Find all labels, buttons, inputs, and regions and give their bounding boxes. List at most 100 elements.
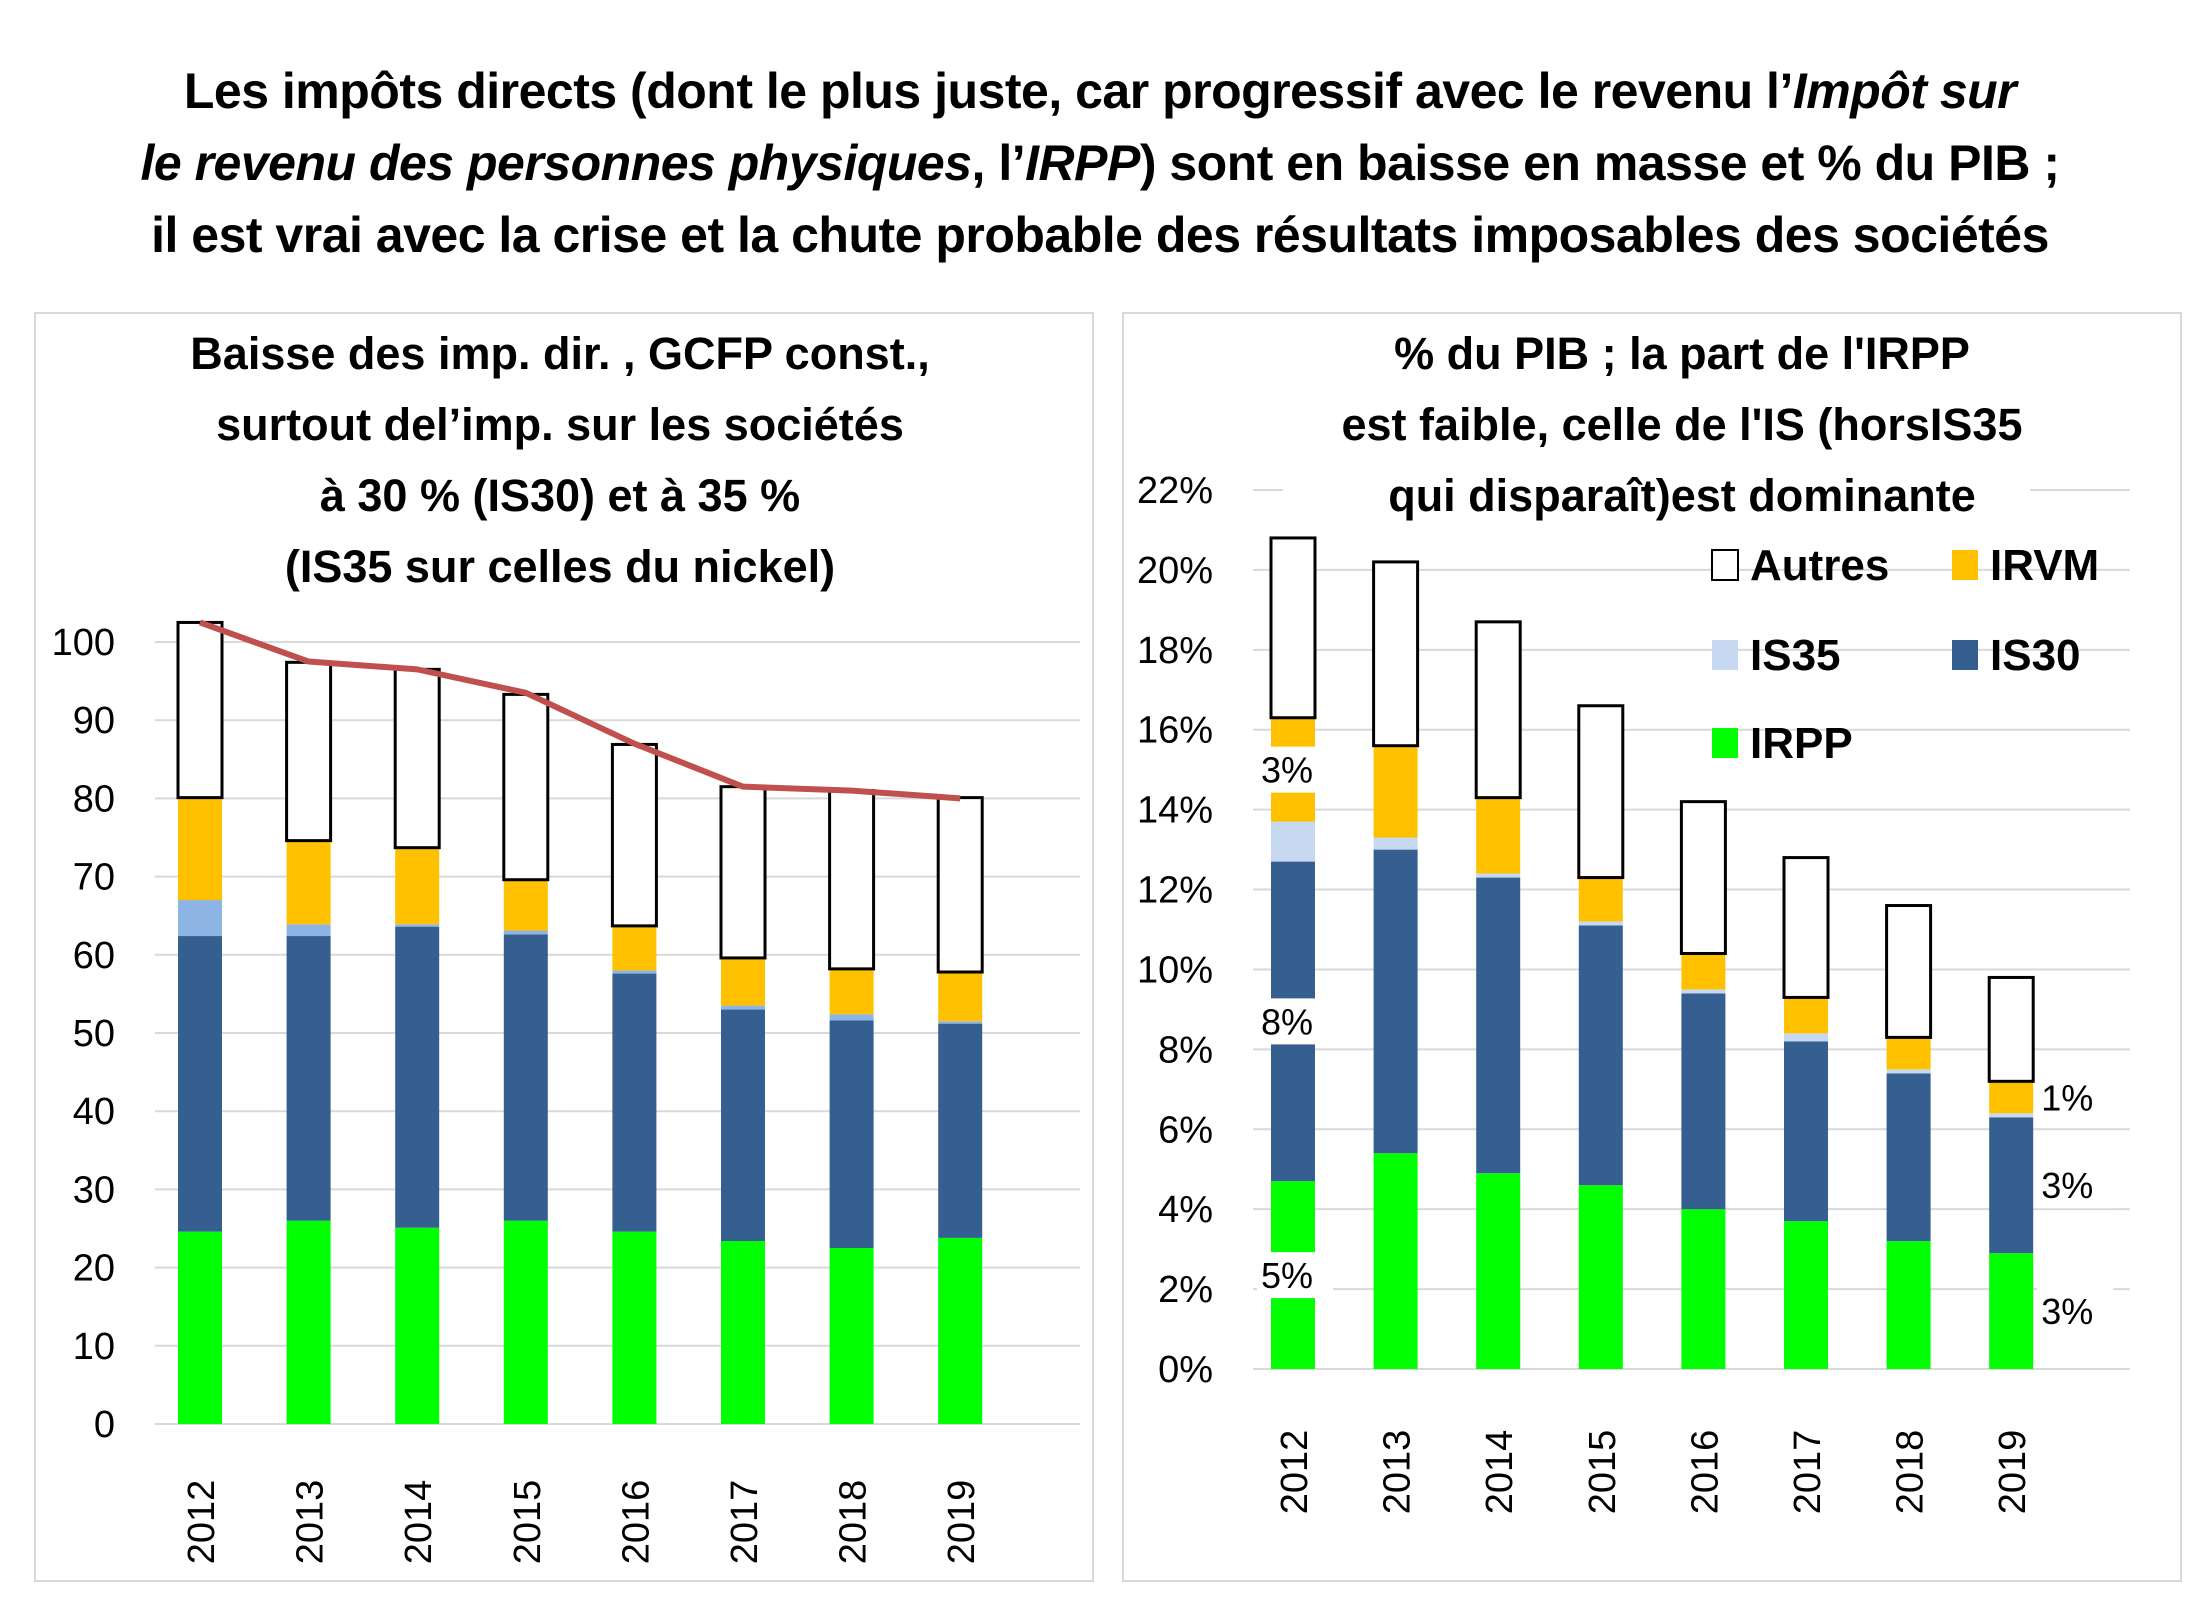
left-bar-autres-2017 <box>719 785 767 960</box>
left-bar-is30-2013 <box>286 936 331 1221</box>
left-bar-irpp-2019 <box>938 1237 983 1424</box>
right-x-tick-label: 2012 <box>1274 1430 1316 1515</box>
right-data-label: 3% <box>1261 750 1313 791</box>
right-bar-is30-2019 <box>1989 1117 2034 1254</box>
right-title-line: % du PIB ; la part de l'IRPP <box>1394 328 1970 379</box>
right-bar-irpp-2015 <box>1578 1185 1623 1369</box>
right-bar-autres-2014 <box>1474 620 1522 800</box>
left-bar-irvm-2013 <box>286 840 331 925</box>
left-bar-irpp-2012 <box>178 1231 222 1424</box>
left-bar-irvm-2014 <box>395 847 440 925</box>
right-x-tick-label: 2018 <box>1890 1430 1932 1515</box>
left-bar-irpp-2015 <box>503 1220 548 1424</box>
right-data-label-bg <box>2037 1074 2114 1121</box>
left-bar-irvm-2019 <box>938 972 983 1022</box>
right-data-label: 5% <box>1261 1255 1313 1296</box>
left-y-tick-label: 20 <box>73 1248 115 1290</box>
right-bar-irvm-2016 <box>1681 953 1726 990</box>
left-bar-autres-2012 <box>176 620 224 800</box>
left-bar-is30-2016 <box>612 973 657 1232</box>
left-y-tick-label: 60 <box>73 935 115 977</box>
left-bar-irvm-2017 <box>721 957 765 1006</box>
right-x-tick-label: 2015 <box>1582 1430 1624 1515</box>
right-bar-is35-2017 <box>1784 1033 1828 1042</box>
left-title-line: (IS35 sur celles du nickel) <box>284 541 836 592</box>
left-bar-irvm-2012 <box>178 797 222 901</box>
right-bar-irpp-2016 <box>1681 1209 1726 1369</box>
right-data-label-bg <box>1257 998 1333 1045</box>
right-x-tick-label: 2013 <box>1377 1430 1419 1515</box>
left-bar-is30-2012 <box>178 936 222 1232</box>
right-bar-irvm-2015 <box>1578 877 1623 922</box>
left-bar-is35-2012 <box>178 900 222 937</box>
right-bar-irvm-2014 <box>1476 797 1521 874</box>
left-title-line: surtout del’imp. sur les sociétés <box>216 399 904 450</box>
left-x-tick-label: 2012 <box>181 1480 223 1565</box>
right-bar-is35-2018 <box>1886 1069 1931 1074</box>
right-bar-autres-2012 <box>1269 536 1317 720</box>
legend-swatch-is35 <box>1712 640 1738 670</box>
right-bar-is30-2017 <box>1784 1041 1828 1222</box>
right-y-tick-label: 22% <box>1137 470 1213 512</box>
left-y-tick-label: 40 <box>73 1091 115 1133</box>
right-bar-is30-2018 <box>1886 1073 1931 1242</box>
left-bar-is30-2015 <box>503 934 548 1221</box>
right-bar-is30-2016 <box>1681 993 1726 1210</box>
right-bar-irvm-2018 <box>1886 1037 1931 1070</box>
headline-line-2: le revenu des personnes physiques, l’IRP… <box>140 135 2060 191</box>
left-y-tick-label: 80 <box>73 778 115 820</box>
right-bar-irvm-2013 <box>1373 745 1418 838</box>
left-x-tick-label: 2016 <box>615 1480 657 1565</box>
left-bar-is30-2017 <box>721 1009 765 1242</box>
right-x-tick-label: 2016 <box>1684 1430 1726 1515</box>
legend-swatch-autres <box>1711 549 1739 581</box>
right-bar-is35-2014 <box>1476 873 1521 878</box>
legend-label-is30: IS30 <box>1990 631 2081 680</box>
right-y-tick-label: 12% <box>1137 870 1213 912</box>
right-chart-title: % du PIB ; la part de l'IRPP est faible,… <box>1122 318 2200 531</box>
right-bar-is35-2012 <box>1271 821 1315 862</box>
right-bar-is30-2014 <box>1476 877 1521 1174</box>
left-x-tick-label: 2019 <box>941 1480 983 1565</box>
right-y-tick-label: 14% <box>1137 790 1213 832</box>
right-x-tick-label: 2014 <box>1479 1430 1521 1515</box>
left-x-tick-label: 2013 <box>290 1480 332 1565</box>
left-title-line: à 30 % (IS30) et à 35 % <box>319 470 801 521</box>
right-data-label: 8% <box>1261 1001 1313 1042</box>
right-bar-irpp-2019 <box>1989 1253 2034 1369</box>
right-data-label-bg <box>2037 1288 2114 1335</box>
left-bar-is35-2015 <box>503 930 548 935</box>
left-bar-is35-2017 <box>721 1005 765 1010</box>
left-title-line: Baisse des imp. dir. , GCFP const., <box>190 328 930 379</box>
left-bar-is30-2014 <box>395 926 440 1228</box>
left-y-tick-label: 100 <box>52 622 115 664</box>
right-data-label-bg <box>1257 1252 1333 1299</box>
right-bar-is35-2013 <box>1373 837 1418 850</box>
left-y-tick-label: 70 <box>73 857 115 899</box>
left-bar-is35-2018 <box>829 1014 874 1021</box>
right-bar-irvm-2019 <box>1989 1081 2034 1114</box>
right-bar-autres-2016 <box>1679 800 1727 955</box>
right-data-label: 3% <box>2041 1291 2093 1332</box>
right-title-line: est faible, celle de l'IS (horsIS35 <box>1341 399 2023 450</box>
left-bar-autres-2018 <box>828 789 876 971</box>
right-bar-irpp-2018 <box>1886 1241 1931 1369</box>
right-bar-autres-2013 <box>1372 560 1420 748</box>
right-bar-is35-2016 <box>1681 989 1726 994</box>
left-bar-is35-2014 <box>395 924 440 927</box>
left-bar-irpp-2014 <box>395 1227 440 1424</box>
right-bar-autres-2019 <box>1987 975 2035 1083</box>
left-y-tick-label: 10 <box>73 1326 115 1368</box>
right-data-label: 1% <box>2041 1077 2093 1118</box>
left-bar-is35-2016 <box>612 970 657 974</box>
right-y-tick-label: 16% <box>1137 710 1213 752</box>
right-y-tick-label: 4% <box>1158 1189 1213 1231</box>
left-total-line <box>198 619 961 802</box>
right-bar-is30-2015 <box>1578 925 1623 1186</box>
right-y-tick-label: 18% <box>1137 630 1213 672</box>
left-x-tick-label: 2015 <box>507 1480 549 1565</box>
left-x-tick-label: 2017 <box>724 1480 766 1565</box>
headline-line-1: Les impôts directs (dont le plus juste, … <box>183 63 2017 119</box>
right-bar-autres-2018 <box>1885 904 1933 1039</box>
